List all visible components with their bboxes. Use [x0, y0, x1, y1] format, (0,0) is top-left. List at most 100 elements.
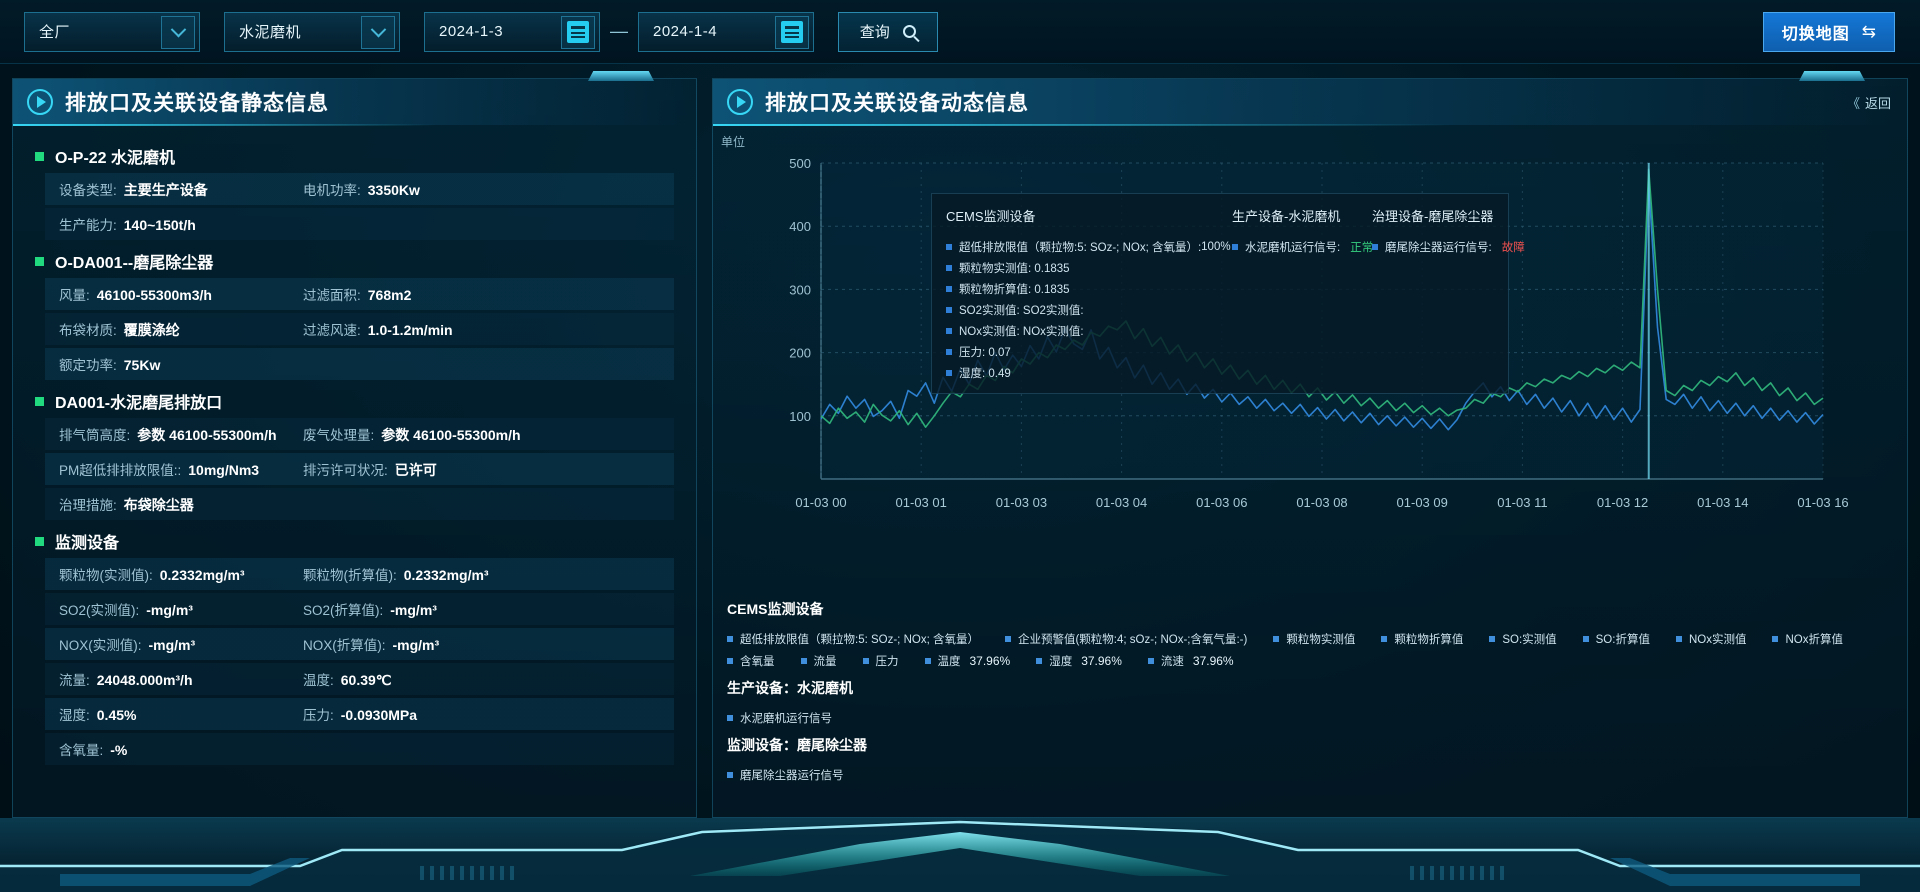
switch-map-button[interactable]: 切换地图 ⇆	[1762, 12, 1895, 52]
legend-square-icon	[946, 243, 952, 250]
legend-square-icon	[1273, 636, 1280, 642]
tooltip-header-treatment: 治理设备-磨尾除尘器	[1372, 209, 1494, 224]
legend-label: SO:实测值	[1502, 634, 1557, 646]
date-end-value: 2024-1-4	[653, 23, 718, 40]
date-start-input[interactable]: 2024-1-3	[424, 11, 600, 52]
device-select[interactable]: 水泥磨机	[224, 11, 400, 52]
legend-item[interactable]: 温度 37.96%	[924, 650, 1011, 672]
legend-item[interactable]: 压力	[862, 650, 899, 672]
legend-item[interactable]: 颗粒物折算值	[1381, 628, 1463, 650]
legend-item[interactable]: NOx折算值	[1772, 628, 1843, 650]
field-value: 24048.000m³/h	[96, 672, 193, 688]
search-button[interactable]: 查询	[838, 11, 938, 52]
field-label: NOX(折算值):	[303, 638, 386, 653]
static-info-row: 颗粒物(实测值): 0.2332mg/m³ 颗粒物(折算值): 0.2332mg/m³	[45, 558, 674, 590]
field-value: -0.0930MPa	[340, 707, 418, 723]
svg-text:01-03 01: 01-03 01	[896, 495, 947, 510]
date-end-input[interactable]: 2024-1-4	[638, 11, 814, 52]
header-notch-decoration	[588, 71, 654, 81]
top-toolbar: 全厂 水泥磨机 2024-1-3 — 2024-1-4 查询 切换地图 ⇆	[0, 0, 1920, 64]
static-info-header: 排放口及关联设备静态信息	[13, 71, 696, 126]
static-info-cell: 排污许可状况: 已许可	[303, 459, 437, 480]
svg-text:300: 300	[789, 282, 811, 297]
legend-square-icon	[727, 636, 733, 642]
legend-item[interactable]: SO:折算值	[1582, 628, 1650, 650]
field-label: 排污许可状况:	[303, 462, 388, 478]
static-info-cell: PM超低排排放限值:: 10mg/Nm3	[45, 459, 303, 479]
field-value: -mg/m³	[392, 637, 440, 653]
legend-label: 企业预警值(颗粒物:4; sOz-; NOx-;含氧气量:-)	[1017, 634, 1248, 646]
legend-label: 含氧量	[740, 656, 775, 668]
bottom-decoration-svg	[0, 818, 1920, 892]
legend-item[interactable]: 企业预警值(颗粒物:4; sOz-; NOx-;含氧气量:-)	[1004, 628, 1248, 650]
legend-item[interactable]: 含氧量	[727, 650, 775, 672]
legend-label: 颗粒物折算值	[1394, 634, 1464, 646]
legend-square-icon	[727, 658, 733, 664]
legend-item[interactable]: SO:实测值	[1489, 628, 1557, 650]
legend-item[interactable]: NOx实测值	[1675, 628, 1746, 650]
legend-item[interactable]: 超低排放限值（颗拉物:5: SOz-; NOx; 含氧量）	[727, 628, 979, 650]
static-info-cell: 含氧量: -%	[45, 739, 303, 759]
static-info-cell: 过滤风速: 1.0-1.2m/min	[303, 319, 453, 339]
group-title: 监测设备	[55, 535, 120, 552]
svg-text:01-03 11: 01-03 11	[1497, 495, 1547, 510]
legend-label: 流量	[813, 656, 837, 668]
field-label: 颗粒物(折算值):	[303, 568, 397, 583]
legend-item[interactable]: 流量	[800, 650, 837, 672]
group-marker-icon	[35, 151, 44, 161]
field-label: 排气筒高度:	[59, 427, 131, 443]
svg-text:01-03 09: 01-03 09	[1397, 495, 1448, 510]
chevron-down-icon[interactable]	[161, 15, 195, 49]
static-info-panel: 排放口及关联设备静态信息 O-P-22 水泥磨机 设备类型: 主要生产设备 电机功率:…	[12, 71, 697, 818]
svg-text:100: 100	[789, 409, 811, 424]
legend-item[interactable]: 磨尾除尘器运行信号	[727, 764, 844, 786]
field-value: -mg/m³	[146, 602, 193, 618]
legend-square-icon	[1489, 636, 1496, 642]
calendar-icon[interactable]	[561, 15, 595, 49]
field-label: 额定功率:	[59, 358, 117, 373]
plant-select[interactable]: 全厂	[24, 11, 200, 52]
field-value: 已许可	[394, 461, 437, 478]
static-info-cell: 额定功率: 75Kw	[45, 354, 303, 374]
tooltip-treatment-label: 磨尾除尘器运行信号:	[1385, 241, 1492, 254]
field-label: 设备类型:	[59, 182, 117, 198]
legend-item[interactable]: 湿度 37.96%	[1036, 650, 1122, 672]
field-label: PM超低排排放限值::	[59, 463, 182, 478]
legend-square-icon	[1232, 243, 1238, 250]
status-badge: 故障	[1501, 241, 1525, 254]
calendar-icon[interactable]	[775, 15, 809, 49]
legend-item[interactable]: 流速 37.96%	[1147, 650, 1234, 672]
group-title: O-DA001--磨尾除尘器	[55, 255, 214, 272]
legend-square-icon	[727, 715, 733, 721]
chevron-down-icon[interactable]	[361, 15, 395, 49]
legend-square-icon	[946, 306, 952, 313]
legend-label: 超低排放限值（颗拉物:5: SOz-; NOx; 含氧量）	[740, 634, 979, 646]
chart-legend: CEMS监测设备 超低排放限值（颗拉物:5: SOz-; NOx; 含氧量） 企业预…	[727, 593, 1897, 786]
legend-square-icon	[946, 348, 952, 355]
legend-square-icon	[727, 772, 733, 778]
legend-value: 37.96%	[1192, 654, 1234, 668]
back-link[interactable]: 《返回	[1847, 93, 1891, 112]
tooltip-value: 100%	[1201, 240, 1231, 253]
legend-value: 37.96%	[1081, 654, 1122, 668]
field-value: 参数 46100-55300m/h	[381, 426, 521, 443]
tooltip-label: 湿度: 0.49	[959, 367, 1011, 380]
tooltip-column-cems: CEMS监测设备 超低排放限值（颗拉物:5: SOz-; NOx; 含氧量）: 1…	[932, 206, 1232, 383]
legend-item[interactable]: 水泥磨机运行信号	[727, 707, 832, 729]
legend-section-heading: 生产设备：水泥磨机	[727, 680, 853, 696]
legend-item[interactable]: 颗粒物实测值	[1273, 628, 1355, 650]
legend-value: 37.96%	[969, 654, 1011, 668]
panel-title: 排放口及关联设备动态信息	[765, 92, 1029, 115]
search-button-label: 查询	[859, 24, 890, 41]
static-info-cell: 温度: 60.39℃	[303, 669, 392, 689]
static-info-row: PM超低排排放限值:: 10mg/Nm3 排污许可状况: 已许可	[45, 453, 674, 485]
field-value: -%	[110, 742, 128, 758]
tooltip-header-production: 生产设备-水泥磨机	[1232, 209, 1341, 224]
static-info-cell: 压力: -0.0930MPa	[303, 704, 417, 724]
static-group-header: 监测设备	[31, 524, 674, 558]
group-title: O-P-22 水泥磨机	[55, 150, 176, 167]
field-value: 覆膜涤纶	[123, 321, 180, 338]
back-chevrons-icon: 《	[1846, 96, 1860, 111]
static-info-row: 生产能力: 140~150t/h	[45, 208, 674, 240]
tooltip-production-row: 水泥磨机运行信号: 正常	[1232, 236, 1373, 257]
